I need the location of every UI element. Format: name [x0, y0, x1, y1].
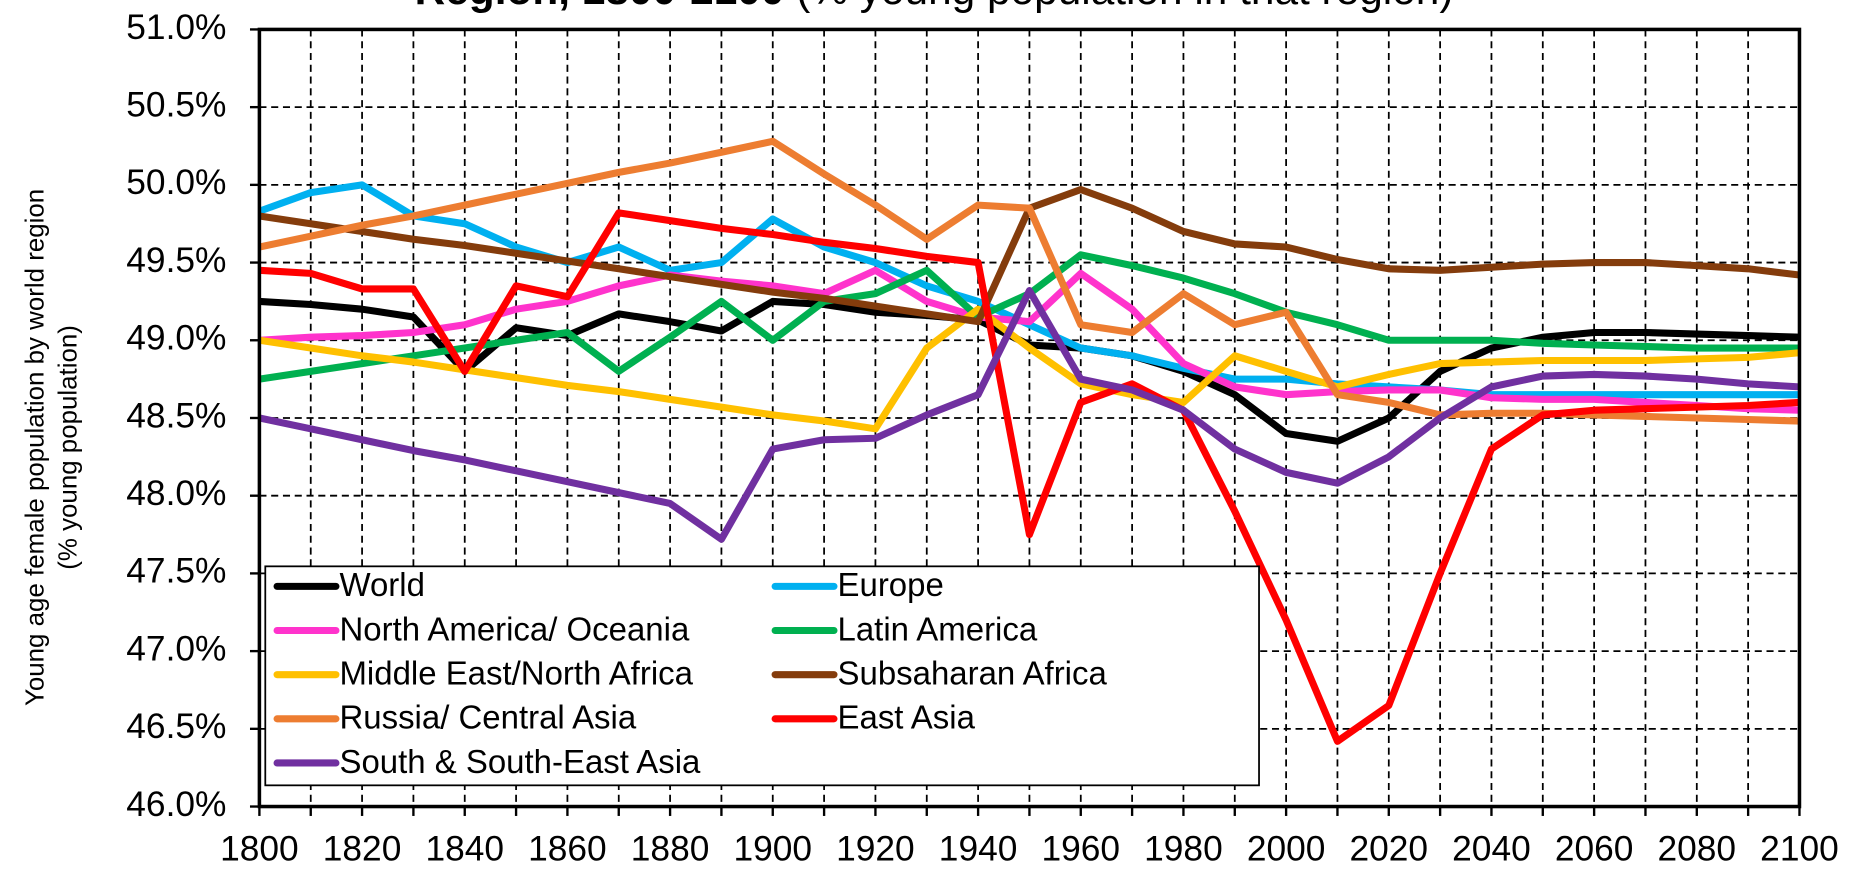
- x-tick-label: 1940: [939, 830, 1018, 869]
- legend-label: South & South-East Asia: [339, 743, 701, 780]
- y-axis-label-2: (% young population): [55, 325, 83, 570]
- legend-label: World: [339, 566, 424, 603]
- legend-label: Latin America: [838, 610, 1038, 647]
- x-tick-label: 2080: [1658, 830, 1737, 869]
- y-tick-label: 47.5%: [126, 552, 226, 591]
- y-tick-label: 49.5%: [126, 241, 226, 280]
- y-tick-label: 46.0%: [126, 785, 226, 824]
- x-tick-label: 2020: [1350, 830, 1429, 869]
- series-line: [259, 209, 1800, 745]
- y-tick-label: 51.0%: [126, 8, 226, 47]
- legend-label: North America/ Oceania: [339, 610, 689, 647]
- x-tick-label: 1900: [733, 830, 812, 869]
- x-tick-label: 1860: [528, 830, 607, 869]
- legend-label: Middle East/North Africa: [339, 655, 693, 692]
- y-tick-label: 46.5%: [126, 707, 226, 746]
- title-sub: (% young population in that region): [796, 0, 1453, 13]
- y-axis-label: Young age female population by world reg…: [22, 189, 50, 706]
- legend-label: Subsaharan Africa: [838, 655, 1108, 692]
- x-tick-label: 2100: [1760, 830, 1839, 869]
- y-tick-label: 49.0%: [126, 319, 226, 358]
- x-tick-label: 2040: [1452, 830, 1531, 869]
- x-tick-label: 1820: [323, 830, 402, 869]
- legend-label: Russia/ Central Asia: [339, 699, 636, 736]
- x-tick-label: 1960: [1041, 830, 1120, 869]
- x-tick-label: 1920: [836, 830, 915, 869]
- x-tick-label: 1880: [631, 830, 710, 869]
- y-tick-label: 48.5%: [126, 396, 226, 435]
- title-main: Region, 1800-2100: [415, 0, 785, 13]
- x-tick-label: 1840: [425, 830, 504, 869]
- legend-box: [264, 565, 1260, 787]
- x-tick-label: 2000: [1247, 830, 1326, 869]
- y-tick-label: 47.0%: [126, 629, 226, 668]
- legend-label: Europe: [838, 566, 944, 603]
- x-tick-label: 2060: [1555, 830, 1634, 869]
- chart-title: Region, 1800-2100 (% young population in…: [415, 0, 1454, 13]
- y-tick-label: 50.5%: [126, 85, 226, 124]
- x-tick-label: 1980: [1144, 830, 1223, 869]
- x-tick-label: 1800: [220, 830, 299, 869]
- series-line: [259, 266, 1800, 414]
- series-line: [259, 287, 1800, 543]
- y-tick-label: 48.0%: [126, 474, 226, 513]
- legend-label: East Asia: [838, 699, 976, 736]
- plot-border: [257, 27, 1802, 809]
- y-tick-label: 50.0%: [126, 163, 226, 202]
- series-line: [259, 305, 1800, 433]
